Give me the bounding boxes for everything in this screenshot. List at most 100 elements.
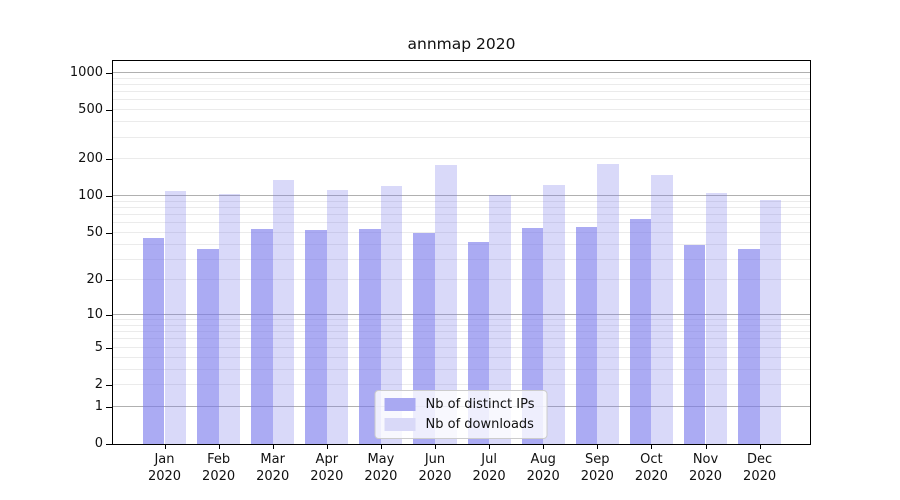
minor-gridline xyxy=(113,91,810,93)
y-tick-mark xyxy=(106,385,112,386)
y-tick-mark xyxy=(106,444,112,445)
minor-gridline xyxy=(113,231,810,233)
bar-downloads-dec xyxy=(759,200,782,444)
x-tick-label: Mar 2020 xyxy=(256,452,290,484)
y-tick-label: 1 xyxy=(94,398,103,414)
y-tick-mark xyxy=(106,72,112,74)
minor-gridline xyxy=(113,279,810,281)
legend-label-downloads: Nb of downloads xyxy=(425,417,534,432)
legend: Nb of distinct IPs Nb of downloads xyxy=(374,390,548,439)
x-tick-mark xyxy=(651,445,653,449)
x-tick-mark xyxy=(326,445,328,449)
bar-downloads-jan xyxy=(164,191,187,444)
x-tick-mark xyxy=(543,445,545,449)
y-tick-mark xyxy=(106,347,112,349)
major-gridline xyxy=(113,71,810,73)
x-tick-mark xyxy=(597,445,599,449)
bar-ips-jan xyxy=(142,238,165,444)
y-tick-label: 200 xyxy=(78,151,103,167)
minor-gridline xyxy=(113,158,810,160)
y-tick-mark xyxy=(106,315,112,317)
x-tick-mark xyxy=(380,445,382,449)
minor-gridline xyxy=(113,346,810,348)
minor-gridline xyxy=(113,207,810,208)
minor-gridline xyxy=(113,83,810,85)
x-tick-mark xyxy=(489,445,491,449)
minor-gridline xyxy=(113,77,810,79)
legend-item-downloads: Nb of downloads xyxy=(384,417,535,432)
minor-gridline xyxy=(113,243,810,245)
minor-gridline xyxy=(113,222,810,224)
minor-gridline xyxy=(113,200,810,202)
bar-ips-sep xyxy=(575,226,598,444)
x-tick-label: Jan 2020 xyxy=(147,452,182,484)
legend-swatch-distinct-ips xyxy=(384,398,416,411)
bar-downloads-jul xyxy=(489,195,511,444)
minor-gridline xyxy=(113,214,810,216)
x-tick-label: Nov 2020 xyxy=(688,452,723,484)
y-tick-label: 50 xyxy=(86,224,103,240)
x-tick-mark xyxy=(705,445,707,449)
bar-ips-aug xyxy=(521,227,544,444)
minor-gridline xyxy=(113,109,810,111)
x-tick-label: Oct 2020 xyxy=(634,452,668,484)
minor-gridline xyxy=(113,319,810,321)
minor-gridline xyxy=(113,338,810,340)
x-tick-mark xyxy=(218,445,220,449)
y-tick-label: 1000 xyxy=(69,64,103,80)
x-tick-label: Jun 2020 xyxy=(418,452,452,484)
y-tick-mark xyxy=(106,232,112,234)
y-tick-mark xyxy=(106,159,112,161)
y-tick-label: 100 xyxy=(78,188,103,204)
major-gridline xyxy=(113,314,810,316)
y-tick-mark xyxy=(106,280,112,282)
y-tick-label: 5 xyxy=(94,339,103,355)
y-tick-label: 10 xyxy=(86,307,103,323)
minor-gridline xyxy=(113,368,810,370)
chart-title: annmap 2020 xyxy=(407,35,516,53)
bar-downloads-nov xyxy=(705,192,728,444)
y-tick-label: 2 xyxy=(94,377,103,392)
x-tick-label: Sep 2020 xyxy=(580,452,614,484)
x-tick-label: Feb 2020 xyxy=(202,452,236,484)
bar-ips-nov xyxy=(683,244,706,444)
bar-ips-apr xyxy=(305,229,327,444)
bar-downloads-feb xyxy=(218,194,241,444)
legend-swatch-downloads xyxy=(384,418,416,431)
minor-gridline xyxy=(113,99,810,101)
minor-gridline xyxy=(113,384,810,385)
bar-ips-dec xyxy=(738,248,760,444)
y-tick-mark xyxy=(106,406,112,408)
bar-ips-oct xyxy=(629,218,652,444)
minor-gridline xyxy=(113,121,810,123)
y-tick-label: 0 xyxy=(94,436,103,451)
bar-ips-feb xyxy=(197,248,219,444)
minor-gridline xyxy=(113,258,810,260)
x-tick-label: Jul 2020 xyxy=(472,452,506,484)
minor-gridline xyxy=(113,325,810,326)
major-gridline xyxy=(113,195,810,197)
x-tick-mark xyxy=(435,445,436,449)
bar-downloads-mar xyxy=(272,179,295,444)
x-tick-label: May 2020 xyxy=(364,452,398,484)
legend-item-distinct-ips: Nb of distinct IPs xyxy=(384,397,535,412)
bar-downloads-jun xyxy=(435,164,457,444)
bar-downloads-aug xyxy=(543,185,565,444)
minor-gridline xyxy=(113,356,810,358)
x-tick-label: Aug 2020 xyxy=(526,452,560,484)
bar-downloads-oct xyxy=(651,174,673,444)
plot-area xyxy=(112,60,811,445)
legend-label-distinct-ips: Nb of distinct IPs xyxy=(425,397,535,412)
x-tick-mark xyxy=(164,445,166,449)
bar-ips-mar xyxy=(251,228,273,444)
x-tick-mark xyxy=(272,445,274,449)
x-tick-label: Dec 2020 xyxy=(743,452,777,484)
y-tick-label: 500 xyxy=(78,102,103,118)
y-tick-label: 20 xyxy=(86,272,103,288)
bar-downloads-apr xyxy=(326,190,349,444)
x-tick-label: Apr 2020 xyxy=(310,452,344,484)
y-tick-mark xyxy=(106,196,112,198)
bar-downloads-may xyxy=(380,186,403,444)
bar-downloads-sep xyxy=(597,163,619,444)
